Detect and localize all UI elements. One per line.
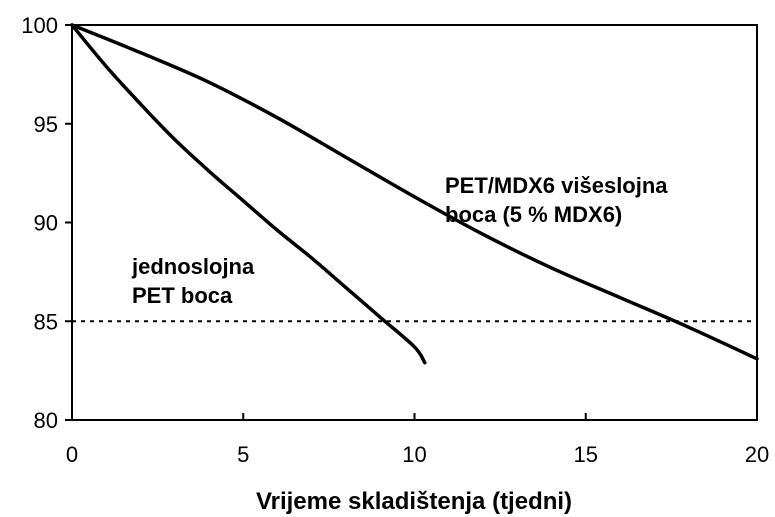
y-tick-label: 90	[34, 211, 58, 236]
annotation-pet-mdx6-line1: PET/MDX6 višeslojna	[445, 173, 668, 198]
annotation-jednoslojna-line2: PET boca	[132, 283, 233, 308]
x-tick-label: 0	[66, 442, 78, 467]
x-tick-label: 5	[237, 442, 249, 467]
series-line-jednoslojna	[70, 23, 427, 365]
x-tick-label: 15	[574, 442, 598, 467]
x-tick-label: 20	[745, 442, 769, 467]
plot-area	[71, 24, 758, 421]
series-line-pet-mdx6	[70, 23, 759, 361]
x-axis-label: Vrijeme skladištenja (tjedni)	[256, 488, 572, 515]
y-tick-label: 95	[34, 112, 58, 137]
x-tick-label: 10	[402, 442, 426, 467]
y-tick-label: 100	[21, 13, 58, 38]
annotation-pet-mdx6-line2: boca (5 % MDX6)	[445, 202, 622, 227]
annotation-jednoslojna-line1: jednoslojna	[131, 254, 255, 279]
y-tick-label: 80	[34, 408, 58, 433]
y-tick-label: 85	[34, 309, 58, 334]
